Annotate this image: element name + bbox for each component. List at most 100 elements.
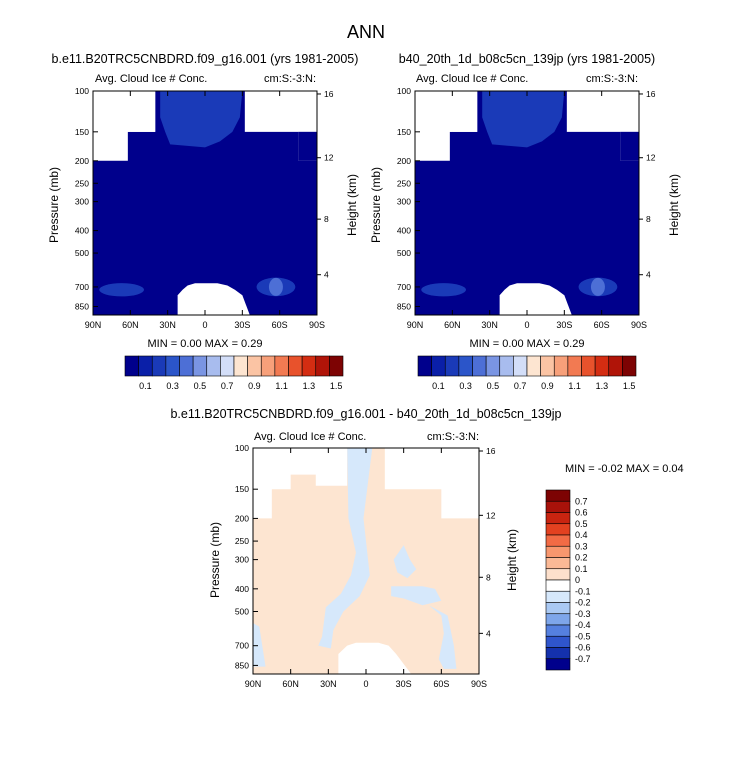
missing-top-left3 <box>415 91 478 161</box>
y-axis-label-left: Pressure (mb) <box>208 522 222 598</box>
missing-bottom <box>177 283 250 315</box>
x-tick-label: 30S <box>556 320 572 330</box>
field-contour-upper <box>160 91 243 148</box>
field-step <box>620 131 639 161</box>
missing-bottom <box>499 283 572 315</box>
colorbar-label: 0 <box>575 575 580 585</box>
colorbar-label: -0.1 <box>575 586 591 596</box>
colorbar-label: 0.1 <box>575 564 588 574</box>
colorbar-cell <box>581 355 596 377</box>
missing-top-right <box>384 448 479 519</box>
colorbar-cell <box>444 355 460 377</box>
x-tick-label: 30N <box>159 320 176 330</box>
colorbar-cell <box>315 355 330 377</box>
missing-top-left3 <box>93 91 156 161</box>
colorbar-cell <box>594 355 610 377</box>
y2-tick-label: 4 <box>324 270 329 280</box>
panel-title: b.e11.B20TRC5CNBDRD.f09_g16.001 - b40_20… <box>170 407 561 421</box>
colorbar-cell <box>288 355 303 377</box>
x-tick-label: 30N <box>481 320 498 330</box>
colorbar-label: 1.3 <box>596 381 609 391</box>
y-tick-label: 850 <box>235 660 249 670</box>
colorbar-cell <box>608 355 623 377</box>
colorbar-cell <box>233 355 248 377</box>
colorbar-label: 0.7 <box>221 381 234 391</box>
y2-tick-label: 4 <box>486 628 491 638</box>
colorbar-cell <box>220 355 235 377</box>
colorbar-cell <box>545 568 571 581</box>
y-tick-label: 150 <box>235 484 249 494</box>
field-contour-blob <box>99 283 145 297</box>
plot-area: 90N 60N 30N 0 30S 60S 90S 100 150 200 250 300 400 500… <box>75 86 334 330</box>
y-tick-label: 400 <box>397 226 411 236</box>
colorbar-label: 0.1 <box>139 381 152 391</box>
colorbar-label: 0.1 <box>432 381 445 391</box>
colorbar-label: 0.2 <box>575 553 588 563</box>
y-tick-label: 400 <box>75 226 89 236</box>
x-tick-label: 60N <box>122 320 139 330</box>
colorbar-cell <box>545 647 571 660</box>
colorbar-label: -0.3 <box>575 609 591 619</box>
colorbar-cell <box>329 355 344 377</box>
y2-tick-label: 8 <box>646 214 651 224</box>
colorbar-cell <box>567 355 582 377</box>
y-axis-label-left: Pressure (mb) <box>369 167 383 243</box>
colorbar-cell <box>165 355 180 377</box>
y2-tick-label: 4 <box>646 270 651 280</box>
y2-tick-label: 16 <box>646 89 656 99</box>
colorbar-cell <box>545 658 571 671</box>
colorbar-label: 0.3 <box>459 381 472 391</box>
y-tick-label: 850 <box>75 301 89 311</box>
colorbar-cell <box>192 355 208 377</box>
colorbar-cell <box>545 602 571 615</box>
y-tick-label: 500 <box>397 248 411 258</box>
panel-subtitle-right: cm:S:-3:N: <box>264 73 316 85</box>
y-tick-label: 850 <box>397 301 411 311</box>
panel-subtitle-left: Avg. Cloud Ice # Conc. <box>416 73 528 85</box>
colorbar-cell <box>513 355 528 377</box>
x-tick-label: 90S <box>309 320 325 330</box>
colorbar-cell <box>545 590 571 603</box>
plot-area: 90N 60N 30N 0 30S 60S 90S 100 150 200 250 300 400 500… <box>235 443 496 689</box>
colorbar-cell <box>485 355 501 377</box>
colorbar-label: 1.5 <box>623 381 636 391</box>
y-tick-label: 200 <box>235 513 249 523</box>
x-tick-label: 0 <box>363 679 368 689</box>
colorbar-label: 1.1 <box>275 381 288 391</box>
colorbar-cell <box>545 579 571 592</box>
colorbar-cell <box>545 523 571 536</box>
colorbar-label: 0.6 <box>575 508 588 518</box>
x-tick-label: 90S <box>631 320 647 330</box>
colorbar-cell <box>545 489 571 502</box>
y2-tick-label: 12 <box>646 153 656 163</box>
panel-subtitle-right: cm:S:-3:N: <box>586 73 638 85</box>
missing-top-left <box>253 448 348 519</box>
colorbar-cell <box>247 355 262 377</box>
x-tick-label: 60S <box>433 679 449 689</box>
colorbar-label: 0.3 <box>166 381 179 391</box>
colorbar-label: 0.5 <box>487 381 500 391</box>
colorbar-cell <box>138 355 153 377</box>
colorbar-cell <box>545 545 571 558</box>
colorbar-cell <box>622 355 637 377</box>
panel-subtitle-left: Avg. Cloud Ice # Conc. <box>95 73 207 85</box>
colorbar-cell <box>206 355 221 377</box>
y-tick-label: 700 <box>235 641 249 651</box>
field-contour-blob <box>421 283 467 297</box>
panel-stats: MIN = 0.00 MAX = 0.29 <box>470 338 585 350</box>
y-tick-label: 250 <box>397 178 411 188</box>
y-tick-label: 500 <box>75 248 89 258</box>
y-tick-label: 150 <box>397 127 411 137</box>
panel-title: b.e11.B20TRC5CNBDRD.f09_g16.001 (yrs 198… <box>52 52 359 66</box>
colorbar-cell <box>274 355 289 377</box>
colorbar-cell <box>545 635 571 648</box>
colorbar-label: 0.4 <box>575 530 588 540</box>
colorbar-label: 0.9 <box>248 381 261 391</box>
colorbar-label: 0.3 <box>575 541 588 551</box>
y-tick-label: 100 <box>235 443 249 453</box>
y2-tick-label: 16 <box>486 446 496 456</box>
colorbar-cell <box>151 355 167 377</box>
y-tick-label: 300 <box>75 197 89 207</box>
colorbar-cell <box>545 557 571 570</box>
y-axis-label-right: Height (km) <box>505 529 519 591</box>
